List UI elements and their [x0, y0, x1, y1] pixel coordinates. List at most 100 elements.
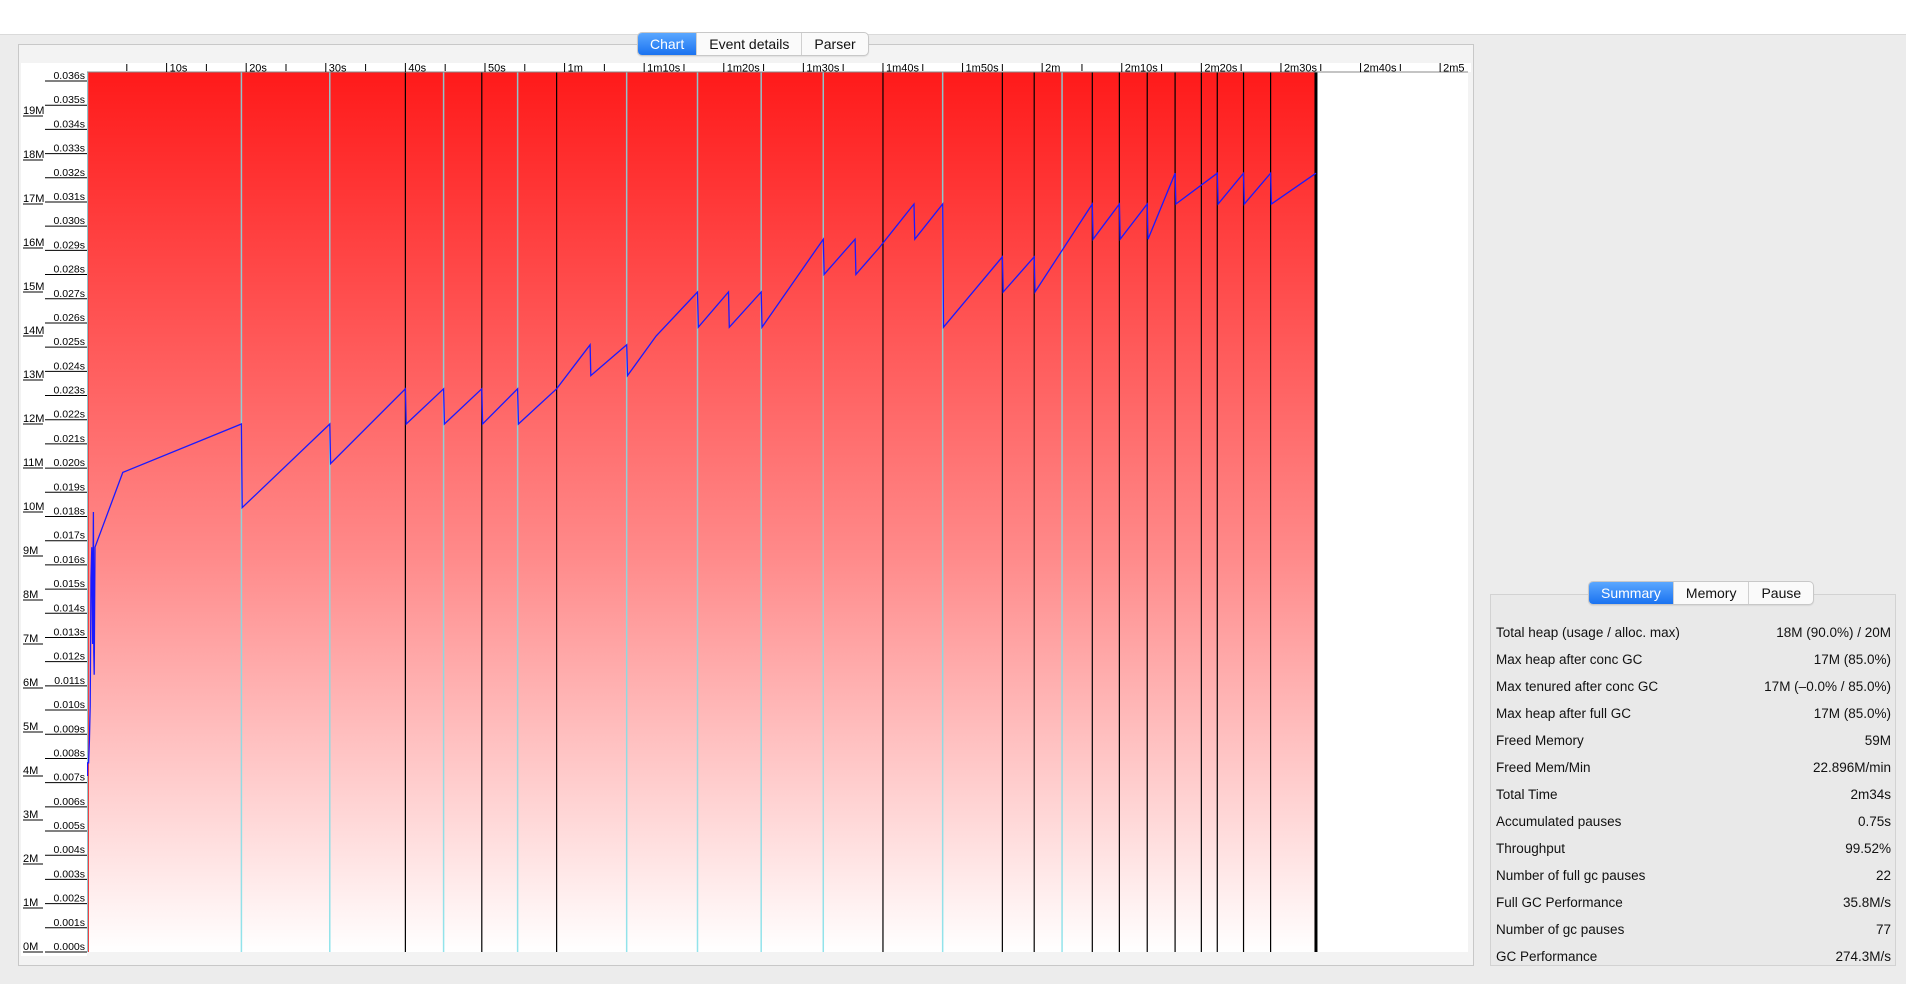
summary-value: 35.8M/s — [1842, 895, 1891, 910]
pause-tick-label: 0.013s — [53, 626, 85, 638]
x-tick-label: 2m40s — [1364, 63, 1398, 75]
summary-row-throughput: Throughput 99.52% — [1491, 835, 1895, 862]
heap-tick-label: 1M — [23, 897, 38, 909]
pause-tick-label: 0.004s — [53, 844, 85, 856]
summary-row-max-heap-conc: Max heap after conc GC 17M (85.0%) — [1491, 646, 1895, 673]
summary-label: Freed Memory — [1496, 733, 1584, 748]
summary-label: Freed Mem/Min — [1496, 760, 1591, 775]
chart-panel: 10s 20s 30s 40s 50s 1m 1m10s 1m20s 1m30s 1m40s 1m5… — [18, 44, 1474, 966]
pause-tick-label: 0.030s — [53, 215, 85, 227]
summary-label: Max heap after full GC — [1496, 706, 1632, 721]
pause-tick-label: 0.006s — [53, 796, 85, 808]
pause-tick-label: 0.032s — [53, 167, 85, 179]
summary-row-total-time: Total Time 2m34s — [1491, 781, 1895, 808]
x-tick-label: 1m10s — [647, 63, 681, 75]
summary-label: Throughput — [1496, 841, 1566, 856]
summary-value: 17M (–0.0% / 85.0%) — [1764, 679, 1891, 694]
summary-value: 17M (85.0%) — [1813, 652, 1891, 667]
x-tick-label: 2m30s — [1284, 63, 1318, 75]
x-tick-label: 20s — [249, 63, 267, 75]
total-heap-area — [87, 72, 1316, 952]
summary-view-tabs: Summary Memory Pause — [1588, 581, 1815, 605]
tab-memory[interactable]: Memory — [1672, 582, 1749, 604]
heap-tick-label: 5M — [23, 721, 38, 733]
pause-tick-label: 0.005s — [53, 820, 85, 832]
summary-label: Number of full gc pauses — [1496, 868, 1646, 883]
summary-label: Max heap after conc GC — [1496, 652, 1643, 667]
used-heap-line — [86, 171, 1317, 777]
summary-value: 0.75s — [1857, 814, 1891, 829]
summary-row-gc-pauses: Number of gc pauses 77 — [1491, 916, 1895, 943]
heap-tick-label: 18M — [23, 149, 44, 161]
heap-tick-label: 4M — [23, 765, 38, 777]
tab-event-details[interactable]: Event details — [696, 33, 801, 55]
x-tick-label: 2m5 — [1443, 63, 1464, 75]
summary-label: Full GC Performance — [1496, 895, 1623, 910]
pause-tick-label: 0.017s — [53, 530, 85, 542]
pause-tick-label: 0.027s — [53, 288, 85, 300]
summary-value: 274.3M/s — [1835, 949, 1891, 964]
summary-row-freed-mem-min: Freed Mem/Min 22.896M/min — [1491, 754, 1895, 781]
pause-tick-label: 0.011s — [54, 675, 85, 687]
pause-tick-label: 0.035s — [53, 94, 85, 106]
tab-parser[interactable]: Parser — [801, 33, 867, 55]
summary-label: Accumulated pauses — [1496, 814, 1622, 829]
pause-tick-label: 0.007s — [53, 772, 85, 784]
summary-value: 77 — [1875, 922, 1891, 937]
pause-tick-label: 0.029s — [53, 239, 85, 251]
pause-tick-label: 0.020s — [53, 457, 85, 469]
x-tick-label: 30s — [329, 63, 347, 75]
heap-tick-label: 3M — [23, 809, 38, 821]
summary-value: 22.896M/min — [1812, 760, 1891, 775]
summary-row-gc-performance: GC Performance 274.3M/s — [1491, 943, 1895, 970]
pause-tick-label: 0.001s — [53, 917, 85, 929]
pause-tick-label: 0.034s — [53, 118, 85, 130]
pause-tick-label: 0.033s — [53, 143, 85, 155]
tab-chart[interactable]: Chart — [638, 33, 697, 55]
summary-value: 2m34s — [1850, 787, 1891, 802]
x-tick-label: 40s — [408, 63, 426, 75]
pause-tick-label: 0.022s — [53, 409, 85, 421]
summary-value: 17M (85.0%) — [1813, 706, 1891, 721]
x-tick-label: 1m50s — [966, 63, 1000, 75]
x-tick-label: 1m — [568, 63, 583, 75]
pause-tick-label: 0.024s — [53, 360, 85, 372]
heap-tick-label: 19M — [23, 105, 44, 117]
chart-view-tabs: Chart Event details Parser — [637, 32, 869, 56]
pause-tick-label: 0.008s — [53, 747, 85, 759]
summary-label: GC Performance — [1496, 949, 1598, 964]
tab-summary[interactable]: Summary — [1589, 582, 1673, 604]
summary-label: Max tenured after conc GC — [1496, 679, 1659, 694]
summary-label: Total heap (usage / alloc. max) — [1496, 625, 1680, 640]
pause-tick-label: 0.002s — [53, 893, 85, 905]
summary-row-max-tenured-conc: Max tenured after conc GC 17M (–0.0% / 85… — [1491, 673, 1895, 700]
heap-tick-label: 15M — [23, 281, 44, 293]
summary-value: 59M — [1864, 733, 1891, 748]
pause-tick-label: 0.014s — [53, 602, 85, 614]
summary-row-freed-memory: Freed Memory 59M — [1491, 727, 1895, 754]
pause-tick-label: 0.000s — [53, 941, 85, 953]
heap-tick-label: 2M — [23, 853, 38, 865]
pause-tick-label: 0.009s — [53, 723, 85, 735]
x-tick-label: 2m20s — [1204, 63, 1238, 75]
gc-chart: 10s 20s 30s 40s 50s 1m 1m10s 1m20s 1m30s 1m40s 1m5… — [21, 63, 1471, 956]
pause-tick-label: 0.003s — [53, 868, 85, 880]
heap-tick-label: 17M — [23, 193, 44, 205]
tab-pause[interactable]: Pause — [1748, 582, 1813, 604]
pause-tick-label: 0.018s — [53, 506, 85, 518]
x-tick-label: 2m — [1045, 63, 1060, 75]
pause-tick-label: 0.036s — [53, 70, 85, 82]
heap-tick-label: 13M — [23, 369, 44, 381]
heap-tick-label: 10M — [23, 501, 44, 513]
heap-tick-label: 12M — [23, 413, 44, 425]
pause-tick-label: 0.023s — [53, 385, 85, 397]
heap-tick-label: 0M — [23, 941, 38, 953]
summary-value: 18M (90.0%) / 20M — [1776, 625, 1891, 640]
pause-tick-label: 0.026s — [53, 312, 85, 324]
x-tick-label: 1m20s — [727, 63, 761, 75]
heap-tick-label: 14M — [23, 325, 44, 337]
pause-tick-label: 0.025s — [53, 336, 85, 348]
x-tick-label: 1m30s — [806, 63, 840, 75]
summary-row-full-gc-performance: Full GC Performance 35.8M/s — [1491, 889, 1895, 916]
pause-tick-label: 0.015s — [53, 578, 85, 590]
